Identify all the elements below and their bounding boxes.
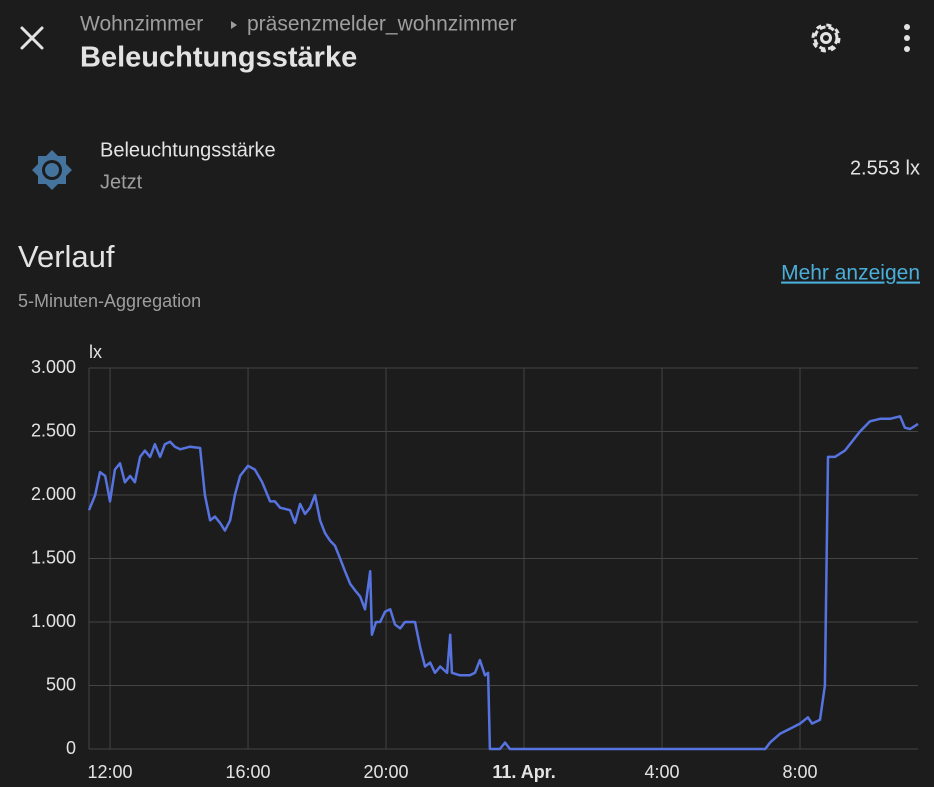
- entity-state: 2.553 lx: [850, 157, 920, 179]
- breadcrumb-device[interactable]: präsenzmelder_wohnzimmer: [247, 13, 517, 36]
- y-tick-label: 3.000: [31, 357, 76, 377]
- close-button[interactable]: [20, 26, 44, 50]
- y-tick-label: 1.000: [31, 611, 76, 631]
- y-tick-label: 500: [46, 674, 76, 694]
- x-tick-label: 20:00: [364, 762, 409, 782]
- section-title: Verlauf: [18, 239, 115, 274]
- y-axis-unit: lx: [89, 342, 102, 362]
- dialog-title: Beleuchtungsstärke: [80, 42, 357, 74]
- x-tick-label: 11. Apr.: [492, 762, 555, 782]
- y-tick-label: 0: [66, 738, 76, 758]
- y-tick-label: 2.000: [31, 484, 76, 504]
- x-tick-label: 12:00: [88, 762, 133, 782]
- y-tick-label: 2.500: [31, 420, 76, 440]
- entity-icon: [32, 150, 72, 190]
- menu-button[interactable]: [904, 24, 910, 52]
- more-link[interactable]: Mehr anzeigen: [781, 262, 920, 285]
- data-line: [87, 415, 919, 751]
- entity-name: Beleuchtungsstärke: [100, 139, 276, 161]
- entity-time: Jetzt: [100, 171, 143, 193]
- breadcrumb-separator: [231, 21, 237, 29]
- y-tick-label: 1.500: [31, 547, 76, 567]
- x-tick-label: 8:00: [782, 762, 817, 782]
- x-tick-label: 16:00: [226, 762, 271, 782]
- settings-button[interactable]: [811, 23, 841, 53]
- breadcrumb-area[interactable]: Wohnzimmer: [80, 13, 203, 36]
- x-tick-label: 4:00: [644, 762, 679, 782]
- section-subtitle: 5-Minuten-Aggregation: [18, 291, 201, 311]
